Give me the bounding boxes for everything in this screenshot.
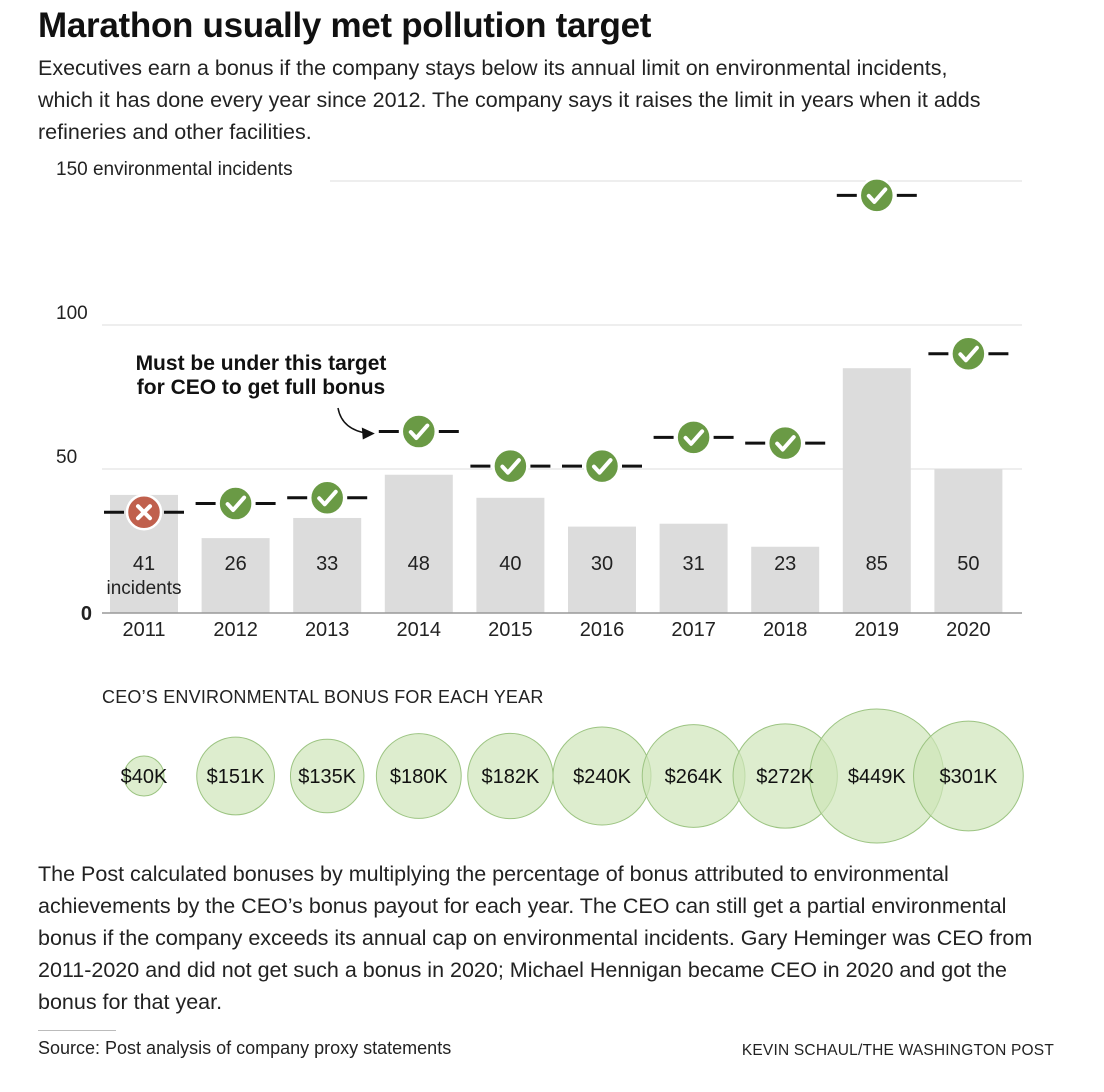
value-labels: 41 26 33 48 40 30 31 23 85 50 incidents xyxy=(107,553,980,599)
bonus-bubble-2020 xyxy=(913,720,1024,832)
bar-2018 xyxy=(751,546,820,613)
target-marker-2014 xyxy=(378,413,459,450)
bar-value-label: 40 xyxy=(499,553,521,575)
target-marker-2017 xyxy=(653,419,734,456)
bar-2020 xyxy=(934,469,1003,613)
check-circle-icon xyxy=(675,419,712,456)
x-tick-label: 2015 xyxy=(488,619,533,641)
check-mark-icon xyxy=(317,489,338,507)
target-markers xyxy=(104,177,1009,531)
y-tick-label: 0 xyxy=(81,603,92,625)
check-circle-icon xyxy=(308,479,346,517)
y-tick-label: 100 xyxy=(56,303,88,324)
check-mark-icon xyxy=(592,458,613,475)
bar-2014 xyxy=(384,474,453,613)
bonus-section-title: CEO’S ENVIRONMENTAL BONUS FOR EACH YEAR xyxy=(102,687,544,707)
bar-value-label: 31 xyxy=(682,553,704,575)
target-marker-2013 xyxy=(287,479,368,517)
check-mark-icon xyxy=(775,435,796,452)
target-marker-2012 xyxy=(195,485,276,522)
target-marker-2016 xyxy=(562,447,642,485)
source-line: Source: Post analysis of company proxy s… xyxy=(38,1038,452,1058)
bar-2012 xyxy=(201,538,270,613)
credit-line: KEVIN SCHAUL/THE WASHINGTON POST xyxy=(741,1042,1054,1059)
annotation-text-line: Must be under this target xyxy=(136,352,387,375)
target-marker-2020 xyxy=(928,335,1009,373)
y-tick-label: 150 environmental incidents xyxy=(56,159,293,180)
x-tick-label: 2014 xyxy=(397,619,442,641)
bonus-bubble-label: $182K xyxy=(481,766,539,788)
x-tick-label: 2011 xyxy=(122,619,165,641)
bar-2019 xyxy=(842,368,911,613)
bonus-bubbles: CEO’S ENVIRONMENTAL BONUS FOR EACH YEAR $… xyxy=(102,687,1024,844)
chart-subtitle: Executives earn a bonus if the company s… xyxy=(38,56,981,144)
bar-2017 xyxy=(659,523,728,613)
bonus-bubble-2014 xyxy=(375,733,462,819)
x-tick-label: 2013 xyxy=(305,619,350,641)
check-mark-icon xyxy=(225,495,247,513)
bonus-bubble-2011 xyxy=(123,755,165,797)
x-tick-label: 2018 xyxy=(763,619,808,641)
annotation-text-line: for CEO to get full bonus xyxy=(137,376,385,399)
bar-value-label: 33 xyxy=(316,553,338,575)
bar-value-label: 23 xyxy=(774,553,796,575)
cross-mark-icon xyxy=(136,504,152,521)
x-tick-label: 2020 xyxy=(946,619,991,641)
bar-value-label: 30 xyxy=(591,553,613,575)
axes: 150 environmental incidents 100 50 0 2011 201… xyxy=(56,159,1022,641)
y-tick-label: 50 xyxy=(56,447,77,468)
bar-value-label: 48 xyxy=(408,553,430,575)
methodology-note: The Post calculated bonuses by multiplyi… xyxy=(38,862,1033,1014)
check-circle-icon xyxy=(950,335,987,373)
check-mark-icon xyxy=(866,187,888,204)
bar-2015 xyxy=(476,497,545,613)
check-mark-icon xyxy=(500,458,521,475)
check-circle-icon xyxy=(766,424,804,462)
target-marker-2011 xyxy=(104,493,184,531)
bonus-bubble-label: $272K xyxy=(756,766,814,788)
bonus-bubble-label: $151K xyxy=(207,766,265,788)
annotation-arrowhead xyxy=(361,427,375,440)
bubble-circles xyxy=(123,708,1024,844)
bonus-bubble-label: $135K xyxy=(298,766,356,788)
check-circle-icon xyxy=(400,413,438,450)
bonus-bubble-label: $449K xyxy=(848,766,906,788)
check-circle-icon xyxy=(492,447,529,485)
bar-value-label: 50 xyxy=(957,553,979,575)
check-mark-icon xyxy=(408,423,430,441)
target-marker-2019 xyxy=(836,177,917,214)
bonus-bubble-label: $264K xyxy=(665,766,723,788)
incident-bars xyxy=(110,368,1003,613)
target-marker-2015 xyxy=(470,447,551,485)
bonus-bubble-2012 xyxy=(196,736,275,816)
bonus-bubble-label: $240K xyxy=(573,766,631,788)
x-tick-label: 2016 xyxy=(580,619,625,641)
bonus-bubble-label: $180K xyxy=(390,766,448,788)
bar-value-label: 26 xyxy=(224,553,246,575)
bar-value-unit: incidents xyxy=(107,578,182,599)
check-mark-icon xyxy=(958,345,979,363)
target-marker-2018 xyxy=(745,424,826,462)
check-circle-icon xyxy=(858,177,896,214)
x-tick-label: 2012 xyxy=(213,619,258,641)
bonus-bubble-label: $301K xyxy=(939,766,997,788)
check-mark-icon xyxy=(683,429,705,446)
footer-divider xyxy=(38,1030,116,1031)
chart-title: Marathon usually met pollution target xyxy=(38,6,652,45)
check-circle-icon xyxy=(217,485,254,522)
bar-2013 xyxy=(293,517,362,613)
bubble-labels: $40K $151K $135K $180K $182K $240K $264K $272K $… xyxy=(121,766,998,788)
bar-2016 xyxy=(568,526,636,613)
x-tick-label: 2019 xyxy=(855,619,900,641)
bar-value-label: 41 xyxy=(133,553,155,575)
incidents-and-bonus-chart: 41 26 33 48 40 30 31 23 85 50 incidents 150 enviro… xyxy=(56,159,1024,844)
bonus-bubble-2013 xyxy=(289,738,365,814)
check-circle-icon xyxy=(583,447,621,485)
x-tick-label: 2017 xyxy=(671,619,716,641)
bar-value-label: 85 xyxy=(866,553,888,575)
bonus-bubble-label: $40K xyxy=(121,766,168,788)
